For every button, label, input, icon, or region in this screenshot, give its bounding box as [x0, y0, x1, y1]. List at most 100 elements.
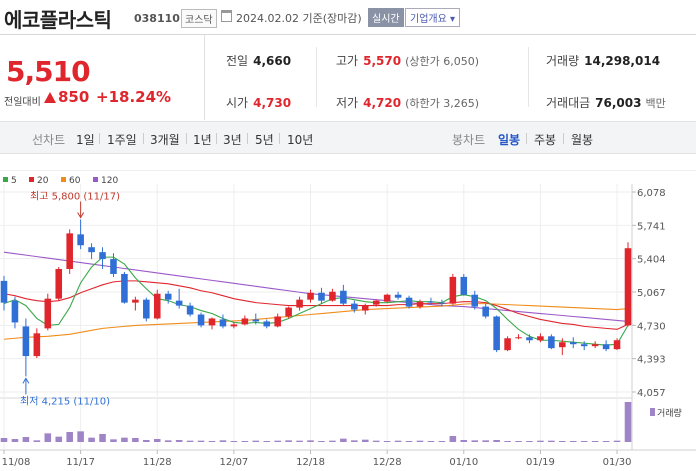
y-tick-label: 6,078 — [637, 188, 666, 199]
volume-bar — [482, 440, 489, 442]
volume-bar — [296, 440, 303, 442]
volume-bar — [383, 441, 391, 442]
stock-name: 에코플라스틱 — [4, 8, 112, 32]
period-10y[interactable]: 10년 — [287, 133, 314, 147]
volume-bar — [121, 437, 128, 442]
volume-bar — [515, 441, 522, 442]
volume-bar — [438, 441, 446, 442]
candle-body — [438, 302, 446, 304]
candle-body — [340, 290, 347, 304]
max-arrow-head — [77, 212, 85, 219]
candle-body — [0, 280, 8, 303]
period-1d[interactable]: 1일 — [76, 133, 95, 147]
volume-bar — [427, 441, 435, 442]
candlestick-chart[interactable]: 6,078 5,741 5,404 5,067 4,730 4,393 4,057 11/08… — [0, 170, 696, 471]
line-chart-label: 선차트 — [32, 133, 66, 147]
market-badge: 코스닥 — [181, 9, 217, 28]
candle-body — [208, 318, 216, 326]
y-tick-label: 4,057 — [637, 388, 666, 399]
candle-body — [110, 259, 117, 274]
candle-body — [559, 342, 566, 348]
volume-bar — [230, 441, 238, 442]
candle-body — [66, 233, 73, 269]
x-tick-label: 01/30 — [603, 457, 632, 468]
period-1y[interactable]: 1년 — [193, 133, 212, 147]
candle-body — [602, 344, 610, 350]
volume-bar — [372, 440, 380, 442]
stat-amount: 거래대금 76,003 백만 — [546, 96, 666, 110]
period-3m[interactable]: 3개월 — [150, 133, 180, 147]
volume-bar — [197, 440, 205, 442]
volume-bar — [164, 440, 172, 442]
volume-bar — [329, 440, 336, 442]
stat-open: 시가 4,730 — [226, 96, 292, 110]
candle-daily[interactable]: 일봉 — [498, 133, 521, 147]
volume-bar — [471, 440, 479, 442]
volume-bar — [110, 439, 117, 442]
candle-body — [613, 340, 621, 350]
candle-weekly[interactable]: 주봉 — [534, 133, 557, 147]
x-tick-label: 11/08 — [2, 457, 31, 468]
period-5y[interactable]: 5년 — [255, 133, 274, 147]
volume-bar — [241, 441, 249, 442]
volume-bar — [99, 434, 106, 442]
candle-body — [241, 318, 249, 325]
x-tick-label: 12/28 — [373, 457, 402, 468]
volume-bar — [537, 440, 544, 442]
candle-body — [526, 337, 533, 341]
min-annotation: 최저 4,215 (11/10) — [20, 395, 110, 407]
volume-bar — [33, 440, 41, 442]
y-tick-label: 5,404 — [637, 255, 666, 266]
x-tick-label: 11/17 — [66, 457, 95, 468]
candle-body — [394, 294, 402, 298]
volume-bar — [175, 440, 183, 442]
moving-average-ma5 — [3, 256, 629, 346]
candle-body — [383, 294, 391, 302]
volume-bar — [394, 440, 402, 442]
max-annotation: 최고 5,800 (11/17) — [30, 191, 120, 203]
stats-panel: 전일 4,660 시가 4,730 고가 5,570 (상한가 6,050) 저가 4,7… — [206, 35, 696, 120]
period-3y[interactable]: 3년 — [223, 133, 242, 147]
volume-bar — [153, 439, 161, 442]
candle-body — [427, 301, 435, 303]
stock-code: 038110 — [134, 12, 180, 25]
legend-swatch — [93, 177, 98, 182]
candle-body — [153, 293, 161, 319]
volume-bar — [88, 437, 95, 442]
volume-bar — [77, 431, 84, 442]
volume-bar — [307, 440, 314, 442]
volume-bar — [55, 436, 63, 442]
moving-average-ma60 — [3, 303, 629, 340]
volume-label: 거래량 — [657, 407, 682, 419]
volume-bar — [361, 439, 369, 442]
candle-body — [99, 252, 106, 260]
x-tick-label: 11/28 — [143, 457, 172, 468]
volume-bar — [11, 439, 19, 442]
candle-body — [548, 336, 555, 349]
price-change-rate: +18.24% — [96, 88, 172, 106]
volume-bar — [526, 441, 533, 442]
volume-bar — [132, 438, 139, 442]
volume-bar — [416, 440, 424, 442]
candle-body — [372, 300, 380, 305]
candle-monthly[interactable]: 월봉 — [571, 133, 594, 147]
volume-bar — [580, 441, 588, 442]
volume-bar — [340, 438, 347, 442]
period-1w[interactable]: 1주일 — [107, 133, 137, 147]
volume-bar — [591, 441, 599, 442]
volume-bar — [548, 440, 555, 442]
candle-body — [493, 316, 500, 351]
company-info-dropdown[interactable]: 기업개요 ▾ — [405, 8, 460, 27]
volume-bar — [602, 441, 610, 442]
price-panel: 5,510 전일대비 850 +18.24% — [0, 35, 205, 120]
volume-bar — [449, 436, 457, 442]
base-date: 2024.02.02 기준(장마감) — [236, 12, 362, 25]
divider — [316, 47, 317, 107]
candle-body — [471, 294, 479, 307]
realtime-button[interactable]: 실시간 — [368, 8, 404, 27]
candle-body — [329, 291, 336, 301]
period-toolbar: 선차트 1일 1주일 3개월 1년 3년 5년 10년 봉차트 일봉 주봉 월봉 — [0, 121, 696, 154]
stat-high: 고가 5,570 (상한가 6,050) — [336, 54, 479, 68]
legend-label: 60 — [69, 176, 81, 186]
volume-bar — [143, 440, 150, 442]
